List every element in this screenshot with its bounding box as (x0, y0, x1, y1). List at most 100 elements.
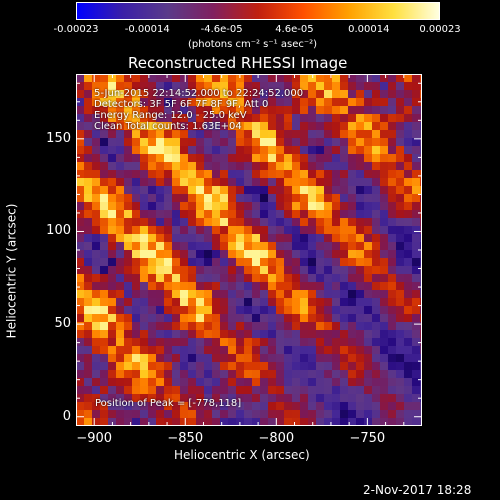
heatmap-cell (284, 122, 292, 130)
heatmap-cell (380, 354, 388, 362)
heatmap-cell (396, 170, 404, 178)
heatmap-cell (332, 394, 340, 402)
heatmap-cell (228, 394, 236, 402)
heatmap-cell (268, 194, 276, 202)
heatmap-cell (140, 378, 148, 386)
heatmap-cell (244, 146, 252, 154)
heatmap-cell (348, 266, 356, 274)
heatmap-cell (92, 378, 100, 386)
heatmap-cell (172, 130, 180, 138)
heatmap-cell (140, 186, 148, 194)
heatmap-cell (356, 330, 364, 338)
heatmap-cell (388, 234, 396, 242)
heatmap-cell (404, 226, 412, 234)
heatmap-cell (116, 82, 124, 90)
heatmap-cell (372, 362, 380, 370)
heatmap-cell (340, 362, 348, 370)
heatmap-cell (340, 98, 348, 106)
heatmap-cell (92, 338, 100, 346)
heatmap-cell (100, 306, 108, 314)
heatmap-cell (124, 194, 132, 202)
heatmap-cell (172, 290, 180, 298)
heatmap-cell (244, 266, 252, 274)
heatmap-cell (388, 282, 396, 290)
heatmap-cell (364, 162, 372, 170)
heatmap-cell (244, 130, 252, 138)
heatmap-cell (164, 250, 172, 258)
heatmap-cell (116, 106, 124, 114)
heatmap-cell (252, 386, 260, 394)
heatmap-cell (252, 266, 260, 274)
heatmap-cell (196, 202, 204, 210)
heatmap-cell (132, 418, 140, 426)
heatmap-cell (372, 186, 380, 194)
heatmap-cell (164, 138, 172, 146)
heatmap-cell (292, 162, 300, 170)
heatmap-cell (396, 418, 404, 426)
heatmap-cell (116, 138, 124, 146)
heatmap-cell (132, 138, 140, 146)
heatmap-cell (108, 290, 116, 298)
heatmap-cell (124, 90, 132, 98)
heatmap-cell (164, 194, 172, 202)
heatmap-cell (76, 346, 84, 354)
heatmap-cell (204, 370, 212, 378)
heatmap-cell (196, 322, 204, 330)
heatmap-cell (396, 234, 404, 242)
heatmap-cell (380, 402, 388, 410)
heatmap-cell (404, 178, 412, 186)
heatmap-cell (148, 210, 156, 218)
heatmap-cell (92, 394, 100, 402)
heatmap-cell (172, 274, 180, 282)
heatmap-cell (92, 258, 100, 266)
heatmap-cell (292, 386, 300, 394)
heatmap-cell (220, 282, 228, 290)
heatmap-cell (156, 402, 164, 410)
heatmap-cell (76, 106, 84, 114)
heatmap-cell (244, 210, 252, 218)
heatmap-cell (92, 106, 100, 114)
heatmap-cell (260, 322, 268, 330)
heatmap-cell (108, 114, 116, 122)
heatmap-cell (276, 258, 284, 266)
heatmap-cell (300, 282, 308, 290)
heatmap-cell (172, 218, 180, 226)
heatmap-cell (116, 186, 124, 194)
heatmap-cell (124, 338, 132, 346)
heatmap-cell (244, 234, 252, 242)
heatmap-cell (324, 330, 332, 338)
heatmap-cell (292, 98, 300, 106)
heatmap-cell (172, 362, 180, 370)
heatmap-cell (412, 210, 420, 218)
heatmap-cell (148, 178, 156, 186)
heatmap-cell (268, 178, 276, 186)
heatmap-cell (204, 346, 212, 354)
heatmap-cell (388, 402, 396, 410)
heatmap-cell (244, 218, 252, 226)
heatmap-cell (108, 242, 116, 250)
heatmap-cell (348, 202, 356, 210)
heatmap-cell (92, 298, 100, 306)
heatmap-cell (356, 274, 364, 282)
heatmap-cell (404, 210, 412, 218)
heatmap-cell (180, 290, 188, 298)
heatmap-cell (236, 250, 244, 258)
heatmap-cell (324, 218, 332, 226)
heatmap-cell (300, 258, 308, 266)
heatmap-cell (196, 138, 204, 146)
heatmap-cell (228, 370, 236, 378)
heatmap-cell (116, 170, 124, 178)
heatmap-cell (260, 346, 268, 354)
heatmap-cell (356, 322, 364, 330)
heatmap-cell (252, 346, 260, 354)
heatmap-cell (132, 402, 140, 410)
heatmap-cell (156, 378, 164, 386)
heatmap-cell (316, 138, 324, 146)
heatmap-cell (124, 370, 132, 378)
heatmap-cell (180, 338, 188, 346)
heatmap-cell (228, 322, 236, 330)
heatmap-cell (228, 402, 236, 410)
heatmap-cell (388, 242, 396, 250)
heatmap-cell (228, 178, 236, 186)
heatmap-cell (396, 186, 404, 194)
